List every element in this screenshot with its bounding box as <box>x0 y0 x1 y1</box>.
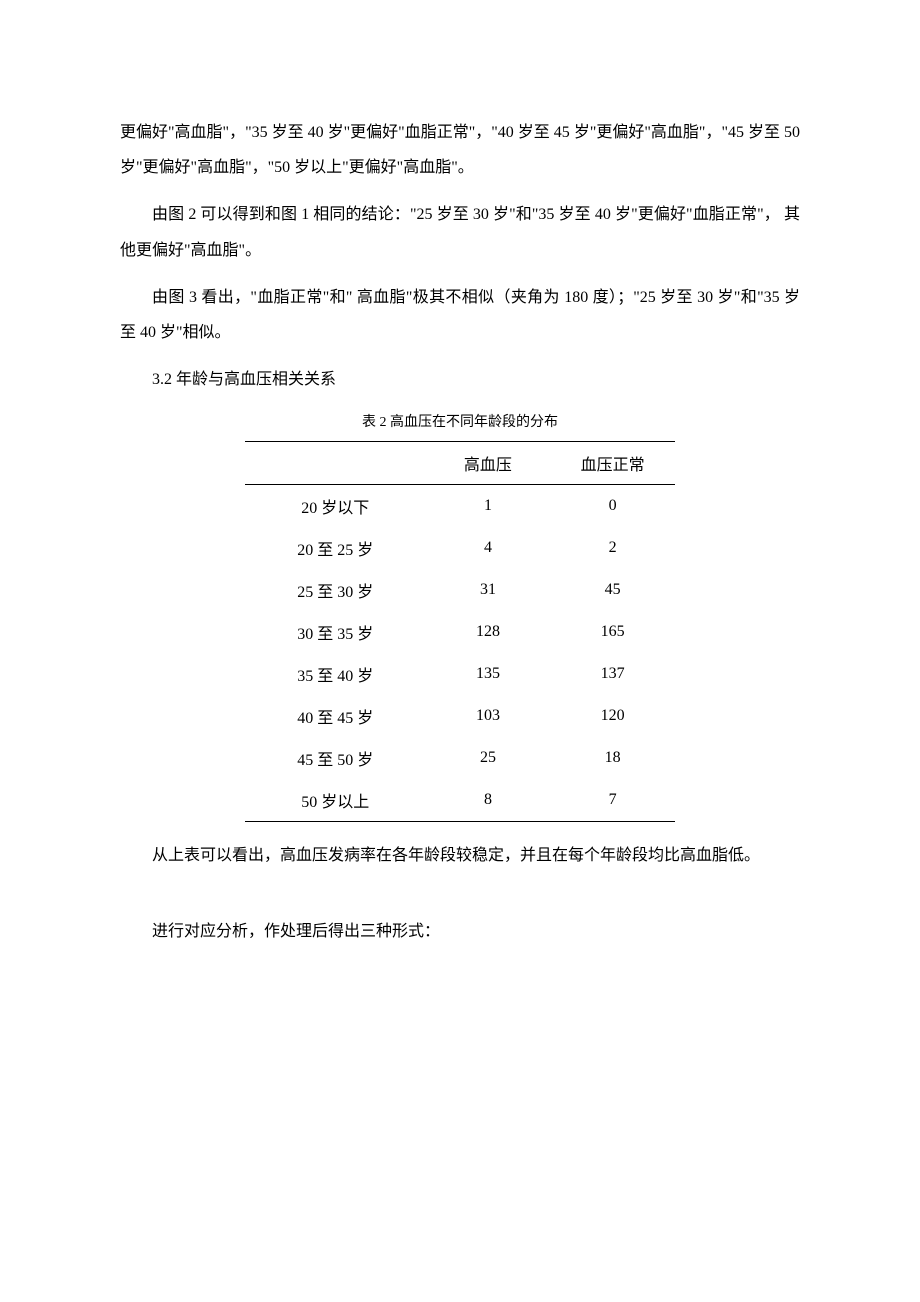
table-cell: 40 至 45 岁 <box>245 695 426 737</box>
table-row: 45 至 50 岁 25 18 <box>245 737 675 779</box>
table-cell: 35 至 40 岁 <box>245 653 426 695</box>
table-cell: 25 至 30 岁 <box>245 569 426 611</box>
paragraph-3: 由图 3 看出，"血脂正常"和" 高血脂"极其不相似（夹角为 180 度）；"2… <box>120 280 800 350</box>
table-row: 40 至 45 岁 103 120 <box>245 695 675 737</box>
table-cell: 30 至 35 岁 <box>245 611 426 653</box>
table-cell: 45 至 50 岁 <box>245 737 426 779</box>
section-heading: 3.2 年龄与高血压相关关系 <box>120 362 800 397</box>
table-header-cell <box>245 442 426 485</box>
table-header-cell: 血压正常 <box>550 442 675 485</box>
table-cell: 2 <box>550 527 675 569</box>
table-header-row: 高血压 血压正常 <box>245 442 675 485</box>
table-cell: 103 <box>426 695 551 737</box>
table-cell: 4 <box>426 527 551 569</box>
table-cell: 8 <box>426 779 551 822</box>
paragraph-1: 更偏好"高血脂"，"35 岁至 40 岁"更偏好"血脂正常"，"40 岁至 45… <box>120 115 800 185</box>
table-row: 25 至 30 岁 31 45 <box>245 569 675 611</box>
table-cell: 18 <box>550 737 675 779</box>
paragraph-4: 从上表可以看出，高血压发病率在各年龄段较稳定，并且在每个年龄段均比高血脂低。 <box>120 838 800 873</box>
table-header-cell: 高血压 <box>426 442 551 485</box>
table-cell: 50 岁以上 <box>245 779 426 822</box>
table-cell: 135 <box>426 653 551 695</box>
table-cell: 120 <box>550 695 675 737</box>
data-table: 高血压 血压正常 20 岁以下 1 0 20 至 25 岁 4 2 25 至 3… <box>245 441 675 822</box>
table-row: 30 至 35 岁 128 165 <box>245 611 675 653</box>
table-cell: 20 岁以下 <box>245 485 426 528</box>
table-cell: 0 <box>550 485 675 528</box>
table-cell: 31 <box>426 569 551 611</box>
table-row: 50 岁以上 8 7 <box>245 779 675 822</box>
table-row: 20 至 25 岁 4 2 <box>245 527 675 569</box>
paragraph-2: 由图 2 可以得到和图 1 相同的结论："25 岁至 30 岁"和"35 岁至 … <box>120 197 800 267</box>
table-row: 20 岁以下 1 0 <box>245 485 675 528</box>
table-caption: 表 2 高血压在不同年龄段的分布 <box>120 411 800 431</box>
table-cell: 1 <box>426 485 551 528</box>
table-cell: 7 <box>550 779 675 822</box>
paragraph-5: 进行对应分析，作处理后得出三种形式： <box>120 914 800 949</box>
table-row: 35 至 40 岁 135 137 <box>245 653 675 695</box>
table-cell: 137 <box>550 653 675 695</box>
table-cell: 25 <box>426 737 551 779</box>
table-cell: 165 <box>550 611 675 653</box>
table-cell: 128 <box>426 611 551 653</box>
table-cell: 45 <box>550 569 675 611</box>
table-cell: 20 至 25 岁 <box>245 527 426 569</box>
